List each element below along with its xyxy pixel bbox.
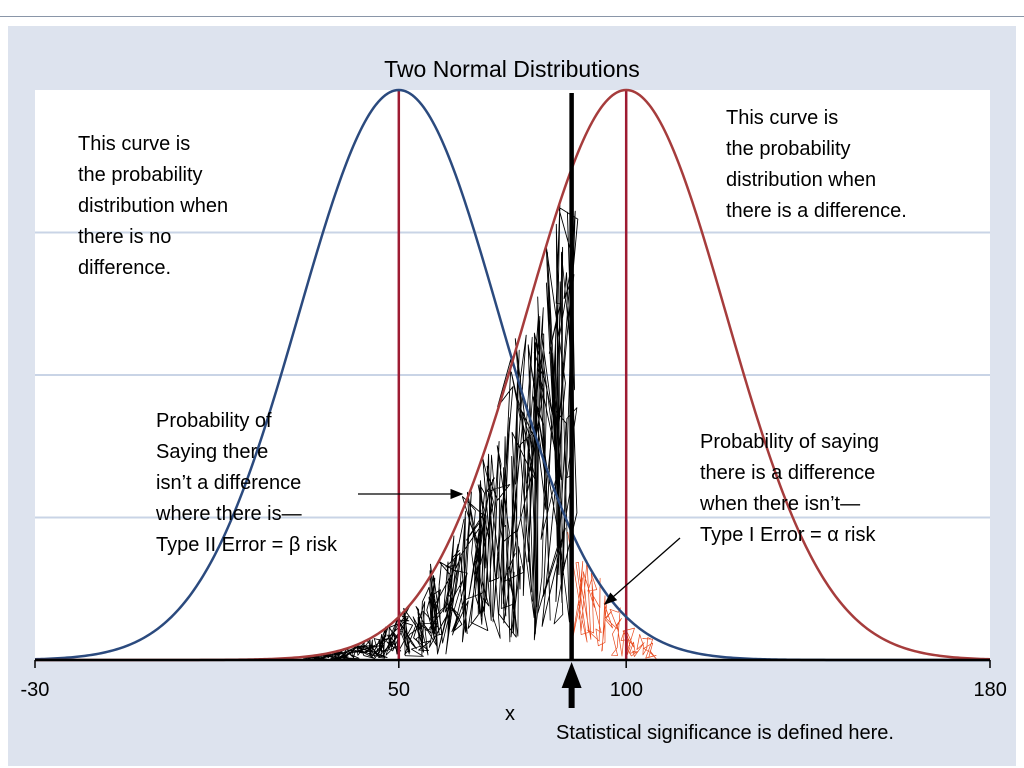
top-rule (0, 16, 1024, 17)
x-tick-label: 100 (609, 679, 644, 701)
x-axis-label: x (505, 703, 515, 725)
alpha-pointer-arrow (604, 537, 681, 605)
x-tick-label: 50 (387, 679, 411, 701)
annotation-left-curve: This curve is the probability distributi… (78, 133, 229, 279)
x-tick-label: -30 (20, 679, 50, 701)
chart-title: Two Normal Distributions (384, 56, 640, 82)
beta-region-shading-overlay (305, 230, 578, 660)
annotation-alpha-risk: Probability of saying there is a differe… (700, 431, 879, 546)
alpha-region-shading (567, 531, 657, 660)
significance-arrow-shaft (568, 686, 575, 708)
significance-arrow-head (561, 662, 582, 688)
annotation-beta-risk: Probability of Saying there isn’t a diff… (156, 410, 337, 556)
annotation-significance: Statistical significance is defined here… (556, 722, 894, 744)
annotation-right-curve: This curve is the probability distributi… (726, 107, 907, 222)
x-tick-label: 180 (973, 679, 1007, 701)
